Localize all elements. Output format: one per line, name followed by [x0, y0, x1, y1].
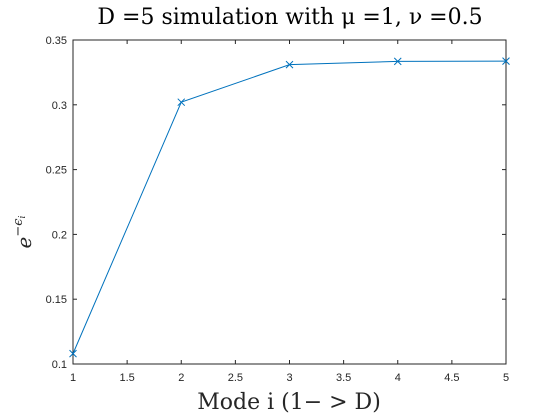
y-tick-label: 0.35 [46, 35, 67, 47]
x-tick-label: 5 [503, 372, 509, 384]
series-group [69, 57, 510, 358]
x-tick-label: 1 [70, 372, 76, 384]
data-point-marker [285, 60, 294, 69]
data-point-marker [502, 57, 510, 65]
y-tick-label: 0.15 [46, 294, 67, 306]
y-tick-label: 0.25 [46, 165, 67, 177]
plot-area [72, 39, 507, 365]
x-tick-label: 2 [178, 372, 184, 384]
y-axis-label-exponent: −ϵ [11, 218, 26, 237]
y-axis-label: e−ϵi [11, 215, 36, 248]
y-axis-label-subscript: i [18, 215, 28, 218]
x-tick-label: 2.5 [228, 372, 243, 384]
x-tick-label: 4.5 [444, 372, 459, 384]
axis-ticks: 1 1.5 2 2.5 3 3.5 4 4.5 5 0.1 0.15 0.2 0.25 0.3 0.35 [46, 35, 509, 384]
chart-title: D =5 simulation with μ =1, ν =0.5 [97, 5, 482, 30]
y-tick-label: 0.1 [52, 359, 67, 371]
data-point-marker [393, 57, 402, 66]
y-tick-label: 0.3 [52, 100, 67, 112]
x-axis-label: Mode i (1− > D) [197, 390, 381, 415]
x-tick-label: 1.5 [119, 372, 134, 384]
x-tick-label: 3 [286, 372, 292, 384]
y-axis-label-base: e [12, 237, 36, 249]
x-tick-label: 4 [395, 372, 401, 384]
data-point-marker [177, 98, 186, 107]
y-tick-label: 0.2 [52, 229, 67, 241]
svg-text:e−ϵi: e−ϵi [11, 215, 36, 248]
data-point-marker [69, 349, 77, 358]
x-tick-label: 3.5 [336, 372, 351, 384]
